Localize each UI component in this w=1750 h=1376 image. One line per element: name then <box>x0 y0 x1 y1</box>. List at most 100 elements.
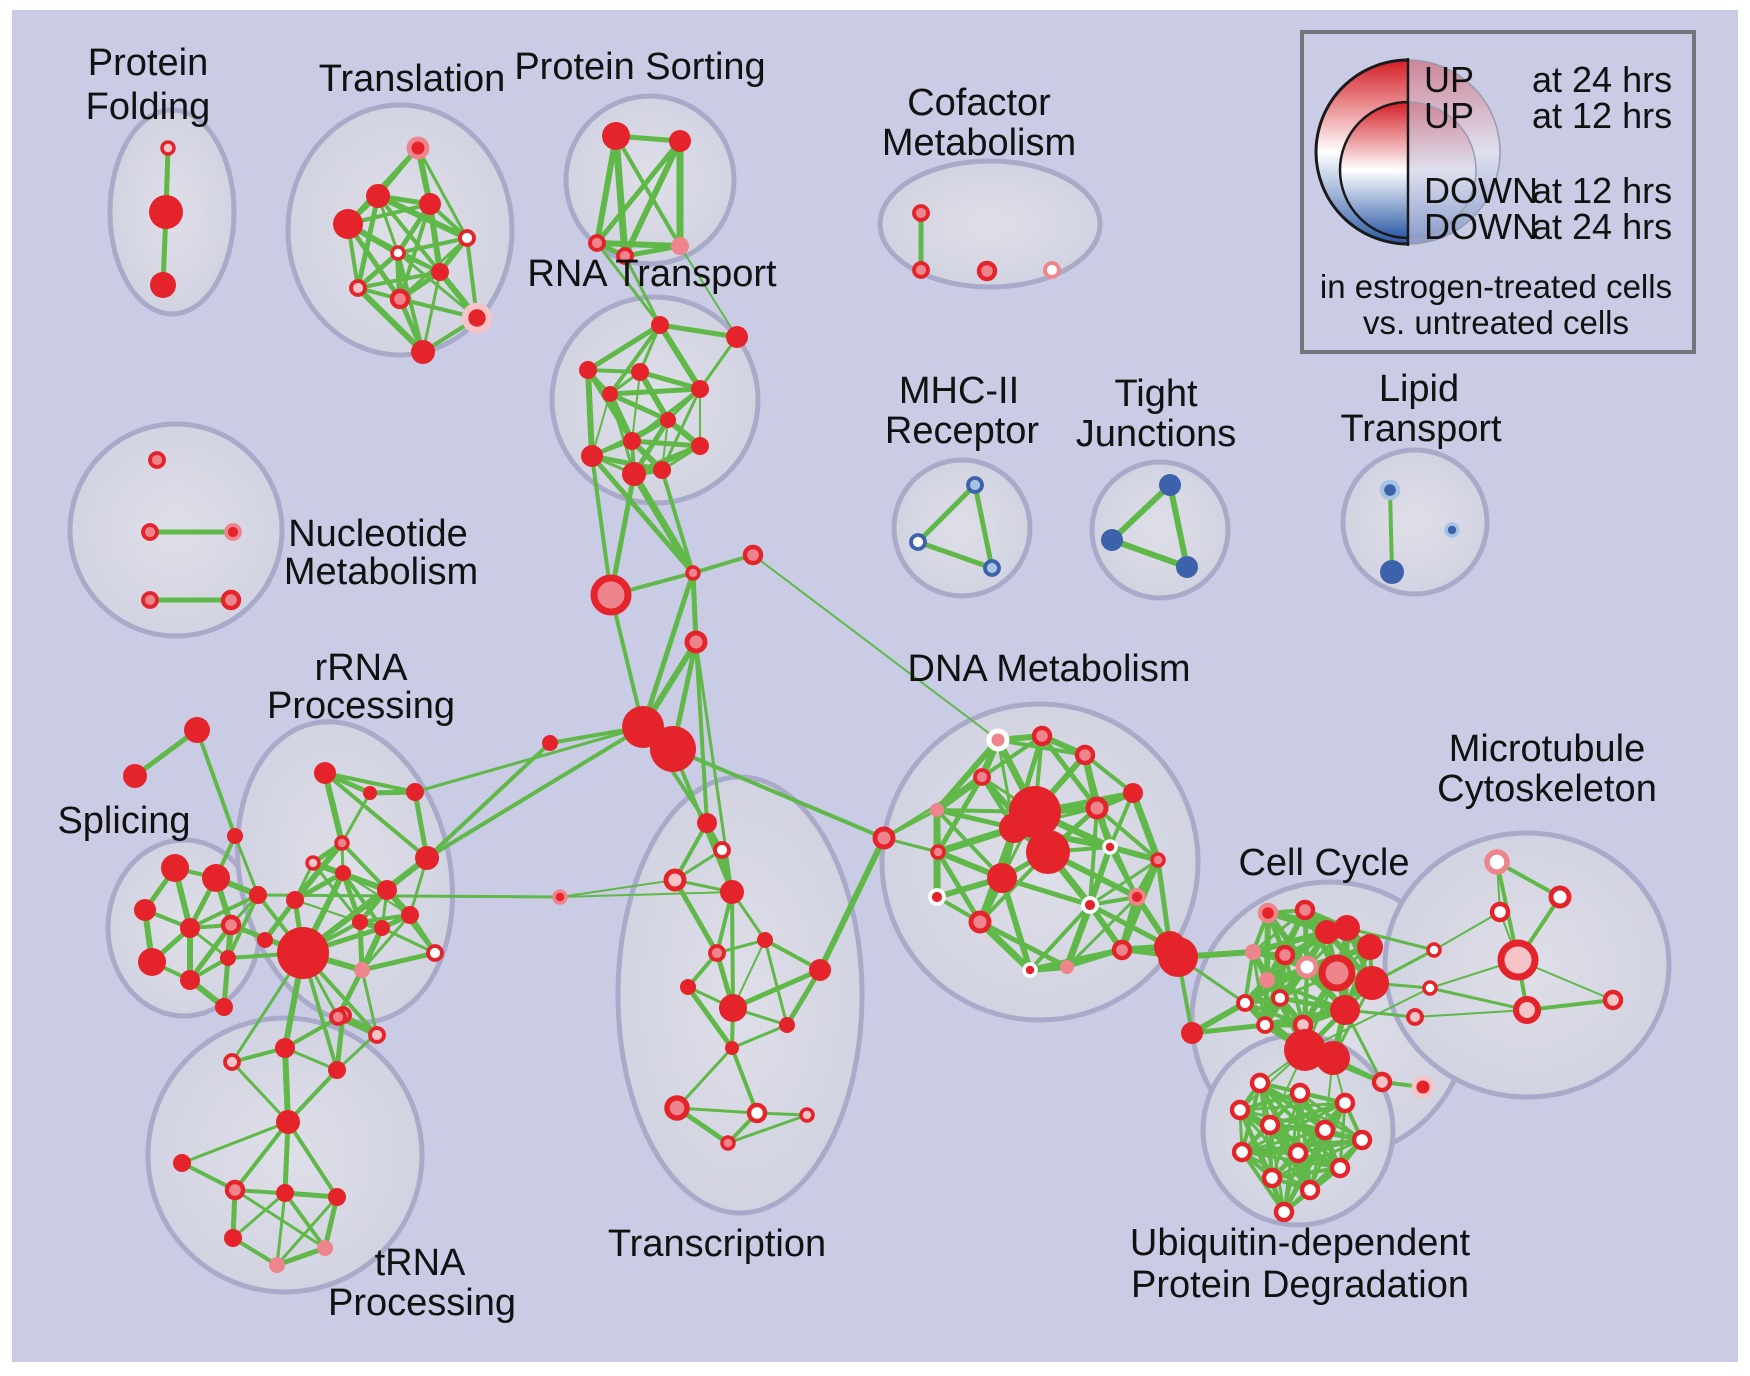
node-lip-2 <box>1444 522 1460 538</box>
node-tra-2 <box>333 209 363 239</box>
legend-caption-line-0: in estrogen-treated cells <box>1320 268 1672 305</box>
cluster-label-spl-0: Splicing <box>57 800 190 842</box>
edge-tx <box>730 1046 759 1115</box>
node-mt-5 <box>1422 980 1438 996</box>
node-trna-7 <box>224 1179 246 1201</box>
cluster-label-cof-1: Metabolism <box>882 122 1076 164</box>
edge-link <box>1109 537 1190 570</box>
edge-link <box>275 1191 287 1267</box>
node-tx-2 <box>663 868 687 892</box>
node-cc-3 <box>1294 899 1316 921</box>
edge-ps <box>594 240 683 249</box>
node-trna-0 <box>223 1053 241 1071</box>
node-tx-0 <box>697 813 717 833</box>
node-mt-7 <box>1602 989 1624 1011</box>
edge-dna <box>980 734 1044 779</box>
edge-rrna <box>340 841 389 892</box>
node-trna-12 <box>269 1257 285 1273</box>
node-rrna-9 <box>374 920 390 936</box>
node-dna-18 <box>1111 939 1133 961</box>
node-cc-13 <box>1259 972 1275 988</box>
node-dna-20 <box>1060 960 1074 974</box>
edge-spl <box>226 893 260 960</box>
edge-link <box>817 835 887 973</box>
legend-time-label-2: at 12 hrs <box>1532 170 1672 211</box>
cluster-label-dna-0: DNA Metabolism <box>908 648 1191 690</box>
legend-direction-label-3: DOWN <box>1424 206 1538 247</box>
node-cof-1 <box>912 261 930 279</box>
node-cc-12 <box>1330 995 1360 1025</box>
node-tx-12 <box>746 1102 768 1124</box>
edge-dna <box>1095 806 1160 862</box>
node-tra-9 <box>461 302 493 334</box>
edge-link <box>623 254 662 327</box>
edge-ps <box>622 138 683 259</box>
edge-cc <box>1243 1001 1305 1027</box>
node-rnat-3 <box>691 380 709 398</box>
node-dna-15 <box>1128 888 1146 906</box>
node-tx-4 <box>757 932 773 948</box>
edge-ps <box>622 243 683 259</box>
edge-rnat <box>657 322 703 392</box>
node-rnat-4 <box>602 386 618 402</box>
node-dna-5 <box>1085 796 1109 820</box>
node-tx-9 <box>779 1017 795 1033</box>
edge-cc <box>1250 929 1330 955</box>
node-cc-1 <box>1181 1022 1203 1044</box>
edge-link <box>671 747 886 840</box>
node-ps-4 <box>671 237 689 255</box>
node-tri-0 <box>184 717 210 743</box>
cluster-label-ps-0: Protein Sorting <box>514 46 765 88</box>
legend-direction-label-0: UP <box>1424 59 1474 100</box>
edge-rnat <box>607 386 703 397</box>
edge-rrna <box>359 950 438 973</box>
node-cc-6 <box>1357 934 1383 960</box>
node-rrna-11 <box>426 944 444 962</box>
edge-rnat <box>657 322 740 340</box>
edge-rnat <box>608 323 662 396</box>
edge-dna <box>977 919 1070 970</box>
edge-link <box>690 570 699 645</box>
node-rrna-6 <box>352 914 368 930</box>
cluster-label-tx-0: Transcription <box>608 1223 826 1265</box>
node-cc-9 <box>1295 955 1319 979</box>
edge-link <box>1433 911 1501 951</box>
edge-link <box>679 245 738 338</box>
node-tx-5 <box>708 944 726 962</box>
node-spl-9 <box>215 998 233 1016</box>
node-tx-3 <box>720 880 744 904</box>
legend-time-label-3: at 24 hrs <box>1532 206 1672 247</box>
node-cc-7 <box>1245 944 1261 960</box>
node-cc-20 <box>1371 1071 1393 1093</box>
node-cc-21 <box>1411 1075 1435 1099</box>
edge-dna <box>1129 789 1162 864</box>
edge-link <box>559 879 676 898</box>
node-cc-18 <box>1284 1029 1326 1071</box>
cluster-label-mhc-1: Receptor <box>885 410 1040 452</box>
node-tj-0 <box>1159 474 1181 496</box>
node-cc-11 <box>1355 966 1389 1000</box>
node-rnat-5 <box>660 412 676 428</box>
node-mt-2 <box>1489 901 1511 923</box>
edge-cc <box>1251 908 1307 954</box>
node-spl-2 <box>134 899 156 921</box>
node-cof-3 <box>1043 261 1061 279</box>
node-mt-4 <box>1426 942 1442 958</box>
node-tra-4 <box>458 229 476 247</box>
node-ub-5 <box>1314 1119 1336 1141</box>
node-rnat-6 <box>579 361 597 379</box>
cluster-label-cc-0: Cell Cycle <box>1238 842 1409 884</box>
node-nuc-0 <box>148 451 166 469</box>
edge-link <box>1167 482 1190 570</box>
node-trna-10 <box>224 1229 242 1247</box>
legend-inner-arc-right <box>1407 101 1477 239</box>
node-mt-6 <box>1512 995 1542 1025</box>
node-ub-9 <box>1329 1157 1351 1179</box>
edge-link <box>752 554 999 741</box>
edge-link <box>730 967 823 1011</box>
edge-spl <box>187 922 234 983</box>
edge-tx <box>675 1106 759 1115</box>
cluster-label-lip-1: Transport <box>1340 408 1502 450</box>
node-tx-13 <box>799 1107 815 1123</box>
